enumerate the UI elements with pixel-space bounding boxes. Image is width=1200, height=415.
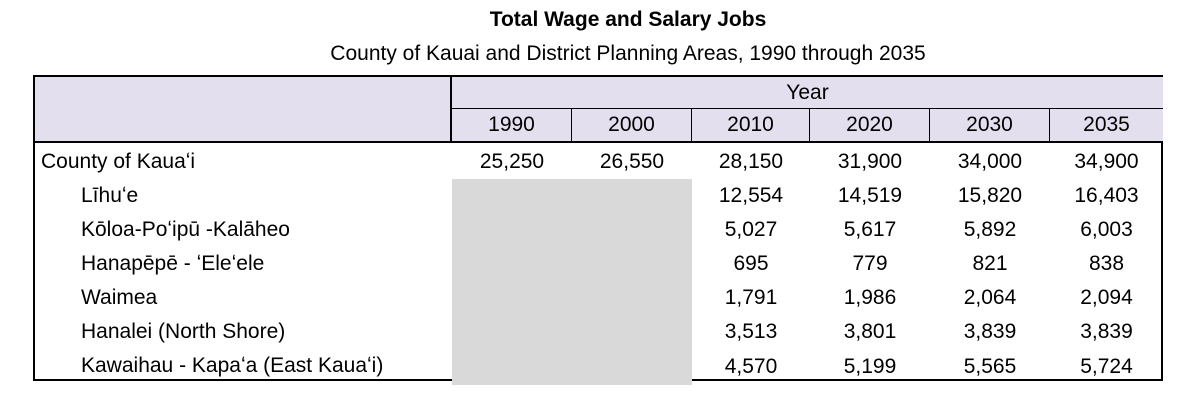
empty-cell [452, 349, 572, 385]
cell: 25,250 [479, 150, 545, 173]
empty-cell [452, 213, 572, 247]
cell: 2,064 [963, 286, 1017, 309]
cell: 838 [1088, 252, 1125, 275]
cell: 28,150 [718, 150, 784, 173]
empty-cell [452, 179, 572, 213]
cell: 14,519 [837, 184, 903, 207]
empty-cell [572, 247, 692, 281]
empty-cell [452, 247, 572, 281]
row-label: Waimea [81, 286, 158, 309]
title: Total Wage and Salary Jobs [489, 8, 767, 31]
group-header: Year [452, 77, 1163, 109]
cell: 3,801 [843, 320, 897, 343]
cell: 695 [733, 252, 769, 275]
cell: 3,839 [963, 320, 1017, 343]
table: Year 1990 2000 2010 2020 2030 2035 County of Ka… [33, 75, 1163, 385]
cell: 5,892 [963, 218, 1017, 241]
cell: 5,565 [963, 355, 1017, 378]
cell: 821 [972, 252, 1008, 275]
column-header: 2000 [572, 109, 692, 143]
cell: 2,094 [1080, 286, 1133, 309]
column-header: 2010 [692, 109, 810, 143]
empty-cell [452, 281, 572, 315]
cell: 26,550 [599, 150, 665, 173]
cell: 34,000 [957, 150, 1023, 173]
cell: 16,403 [1074, 184, 1139, 207]
row-label: Līhuʻe [81, 184, 139, 207]
cell: 5,724 [1080, 355, 1133, 378]
cell: 1,986 [843, 286, 897, 309]
row-label: Hanalei (North Shore) [81, 320, 286, 343]
cell: 34,900 [1074, 150, 1139, 173]
empty-cell [572, 281, 692, 315]
empty-cell [572, 315, 692, 349]
empty-cell [572, 213, 692, 247]
row-label: Hanapēpē - ʻEleʻele [81, 252, 265, 275]
empty-cell [572, 349, 692, 385]
column-header: 2020 [810, 109, 930, 143]
cell: 12,554 [718, 184, 784, 207]
row-label: Kawaihau - Kapaʻa (East Kauaʻi) [81, 354, 384, 377]
cell: 779 [852, 252, 888, 275]
column-header: 2030 [930, 109, 1050, 143]
cell: 1,791 [724, 286, 778, 309]
label-header [35, 77, 452, 143]
cell: 31,900 [837, 150, 903, 173]
row-label: Kōloa-Poʻipū -Kalāheo [81, 218, 290, 241]
cell: 5,027 [724, 218, 778, 241]
cell: 5,199 [843, 355, 897, 378]
cell: 5,617 [843, 218, 897, 241]
cell: 6,003 [1080, 218, 1133, 241]
empty-cell [572, 179, 692, 213]
row-label: County of Kauaʻi [41, 150, 196, 173]
cell: 3,839 [1080, 320, 1133, 343]
cell: 15,820 [957, 184, 1023, 207]
column-header: 1990 [452, 109, 572, 143]
subtitle: County of Kauai and District Planning Ar… [330, 42, 926, 65]
cell: 4,570 [724, 355, 778, 378]
empty-cell [452, 315, 572, 349]
column-header: 2035 [1050, 109, 1163, 143]
cell: 3,513 [724, 320, 778, 343]
